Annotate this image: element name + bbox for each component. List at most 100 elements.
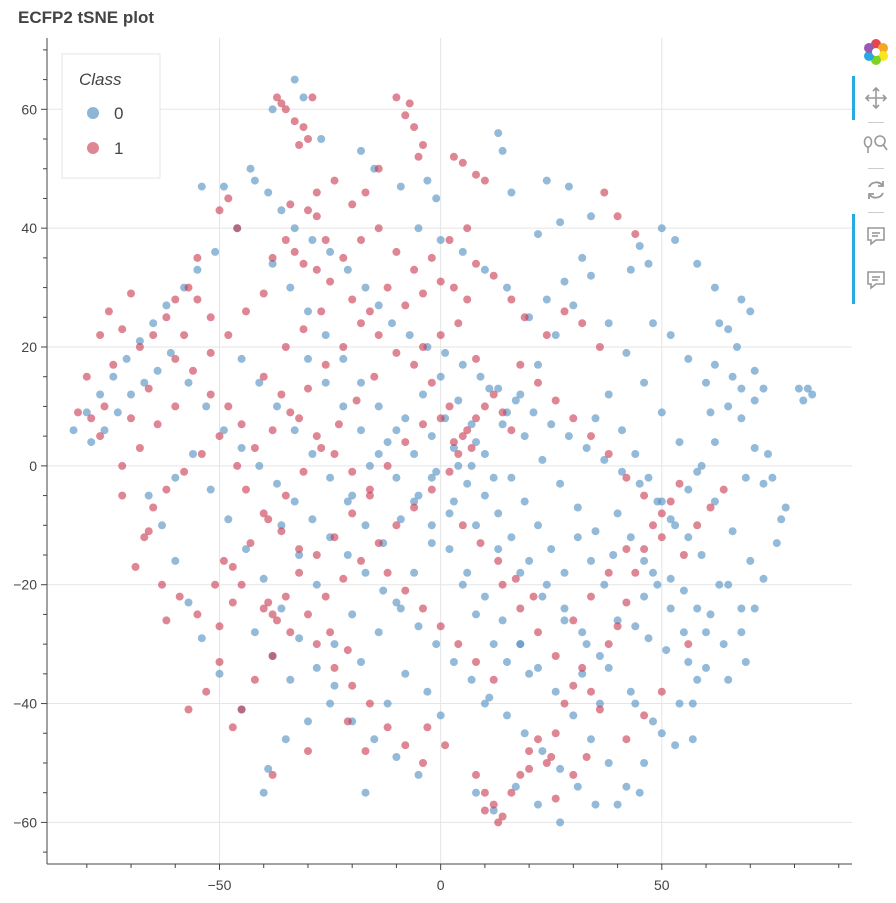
data-point-class-0 (759, 479, 768, 488)
data-point-class-1 (551, 396, 560, 405)
data-point-class-1 (259, 509, 268, 518)
data-point-class-1 (189, 366, 197, 375)
data-point-class-0 (728, 372, 737, 381)
data-point-class-0 (467, 461, 476, 470)
data-point-class-0 (219, 182, 228, 191)
hover-tooltip-icon-2[interactable] (860, 264, 892, 296)
data-point-class-1 (334, 420, 343, 429)
data-point-class-0 (666, 574, 675, 583)
data-point-class-0 (290, 75, 299, 84)
data-point-class-0 (697, 461, 706, 470)
data-point-class-1 (640, 711, 649, 720)
data-point-class-0 (449, 658, 458, 666)
data-point-class-1 (339, 574, 348, 583)
data-point-class-1 (277, 527, 286, 536)
data-point-class-0 (304, 717, 312, 726)
data-point-class-1 (480, 788, 489, 797)
data-point-class-0 (657, 497, 666, 506)
data-point-class-1 (321, 236, 330, 244)
data-point-class-1 (427, 485, 436, 494)
data-point-class-0 (109, 372, 118, 381)
data-point-class-1 (604, 568, 613, 577)
hover-tooltip-icon[interactable] (860, 220, 892, 252)
data-point-class-1 (175, 592, 184, 601)
data-point-class-0 (193, 265, 202, 274)
data-point-class-0 (87, 438, 96, 447)
data-point-class-0 (626, 533, 635, 542)
data-point-class-1 (693, 521, 702, 530)
data-point-class-0 (255, 378, 264, 387)
data-point-class-1 (445, 236, 454, 244)
data-point-class-1 (365, 485, 374, 494)
data-point-class-0 (750, 604, 759, 613)
data-point-class-0 (392, 426, 401, 435)
data-point-class-0 (768, 473, 777, 482)
data-point-class-0 (582, 444, 591, 452)
data-point-class-0 (587, 212, 595, 221)
data-point-class-0 (427, 521, 436, 530)
data-point-class-0 (171, 473, 180, 482)
data-point-class-1 (74, 408, 82, 417)
data-point-class-1 (228, 723, 237, 732)
data-point-class-1 (118, 325, 127, 334)
data-point-class-1 (348, 200, 357, 209)
reset-icon[interactable] (860, 174, 892, 206)
wheel-zoom-icon[interactable] (860, 128, 892, 160)
data-point-class-1 (405, 99, 414, 108)
data-point-class-0 (467, 675, 476, 684)
data-point-class-0 (304, 307, 312, 316)
data-point-class-0 (644, 259, 653, 268)
data-point-class-0 (750, 396, 759, 405)
data-point-class-0 (657, 224, 666, 233)
data-point-class-1 (317, 307, 326, 316)
data-point-class-1 (410, 503, 419, 512)
data-point-class-1 (184, 283, 193, 292)
data-point-class-0 (653, 580, 662, 589)
data-point-class-1 (237, 420, 246, 429)
data-point-class-1 (414, 152, 423, 161)
data-point-class-0 (472, 438, 480, 447)
data-point-class-0 (144, 491, 153, 500)
data-point-class-0 (693, 604, 702, 613)
data-point-class-1 (463, 224, 472, 233)
data-point-class-0 (166, 348, 175, 357)
data-point-class-1 (118, 461, 127, 470)
data-point-class-1 (427, 378, 436, 387)
data-point-class-0 (587, 271, 595, 280)
y-tick-label: −40 (13, 696, 37, 712)
toolbar-separator (868, 122, 884, 123)
data-point-class-0 (436, 711, 445, 720)
scatter-plot[interactable]: −50 0 50 −60 −40 −20 0 20 40 60 Class 0 1 (0, 0, 852, 903)
x-tick-label: 50 (654, 877, 670, 893)
data-point-class-0 (480, 592, 489, 601)
data-point-class-0 (529, 408, 538, 417)
data-point-class-1 (158, 580, 166, 589)
data-point-class-0 (423, 176, 432, 185)
data-point-class-1 (273, 93, 281, 102)
data-point-class-1 (463, 426, 472, 435)
data-point-class-1 (622, 473, 631, 482)
data-point-class-0 (361, 788, 370, 797)
data-point-class-0 (507, 533, 516, 542)
data-point-class-1 (228, 598, 237, 607)
data-point-class-0 (339, 402, 348, 411)
data-point-class-1 (171, 354, 180, 363)
data-point-class-0 (476, 372, 485, 381)
data-point-class-0 (472, 610, 480, 619)
data-point-class-1 (595, 705, 604, 714)
data-point-class-1 (613, 212, 622, 221)
data-point-class-1 (675, 479, 684, 488)
data-point-class-0 (299, 93, 308, 102)
data-point-class-1 (118, 491, 127, 500)
data-point-class-1 (224, 331, 233, 340)
data-point-class-1 (140, 533, 149, 542)
data-point-class-1 (374, 331, 383, 340)
data-point-class-1 (326, 628, 335, 637)
pan-icon[interactable] (860, 82, 892, 114)
bokeh-logo-icon[interactable] (860, 36, 892, 68)
data-point-class-0 (113, 408, 122, 417)
data-point-class-0 (503, 658, 511, 666)
data-point-class-0 (361, 568, 370, 577)
data-point-class-0 (507, 188, 516, 197)
data-point-class-0 (383, 699, 392, 708)
